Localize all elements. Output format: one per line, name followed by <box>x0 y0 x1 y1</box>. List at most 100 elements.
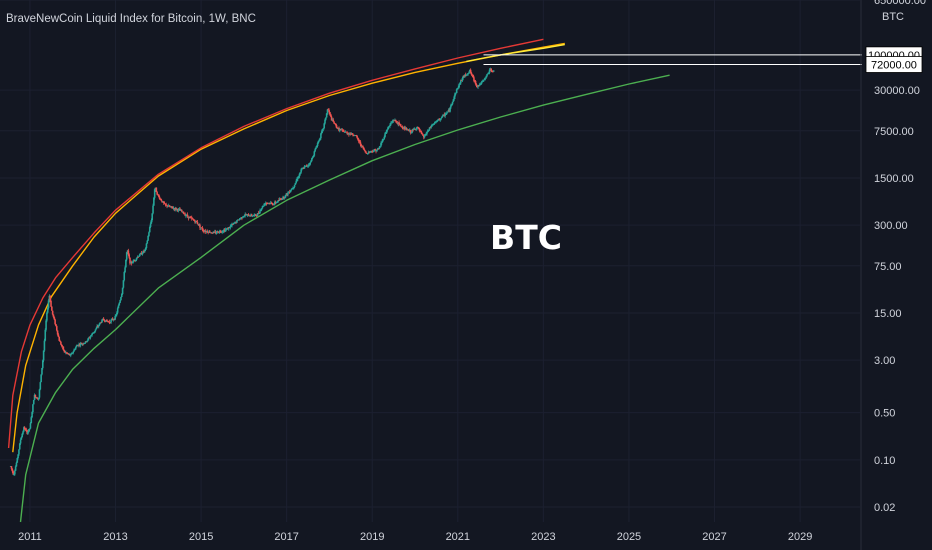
y-tick-label: 1500.00 <box>874 173 914 185</box>
candle-body <box>348 133 351 135</box>
candle-body <box>136 256 139 259</box>
candle-body <box>412 129 414 131</box>
candle-body <box>381 139 384 143</box>
candle-body <box>176 208 178 210</box>
candle-body <box>343 130 345 133</box>
y-tick-label: 0.02 <box>874 502 895 514</box>
x-tick-label: 2027 <box>702 531 726 543</box>
candle-body <box>10 466 13 469</box>
candle-body <box>70 353 73 355</box>
candle-body <box>45 320 47 330</box>
candle-body <box>119 300 121 303</box>
candle-body <box>370 150 372 152</box>
candle-body <box>403 127 405 129</box>
candle-body <box>64 351 66 353</box>
candle-body <box>225 229 228 230</box>
candle-body <box>288 191 290 193</box>
candle-body <box>228 227 231 228</box>
candle-body <box>229 225 232 228</box>
candle-body <box>378 147 381 150</box>
candle-body <box>118 302 121 306</box>
candle-body <box>32 399 35 405</box>
candle-body <box>371 151 374 153</box>
candle-body <box>345 131 348 133</box>
candle-body <box>185 214 188 216</box>
candle-body <box>95 327 98 330</box>
candle-body <box>245 214 247 216</box>
candle-body <box>217 231 219 233</box>
candle-body <box>214 231 217 234</box>
candle-body <box>476 85 479 88</box>
candle-body <box>333 121 335 124</box>
candle-body <box>318 139 321 141</box>
candle-body <box>457 87 460 89</box>
candle-body <box>243 215 246 217</box>
candle-body <box>349 133 352 135</box>
candle-body <box>301 168 304 169</box>
time-axis[interactable]: 2011 2013 2015 2017 2019 2021 2023 2025 2027 2029 <box>18 531 812 543</box>
candle-body <box>260 209 262 211</box>
candle-body <box>291 188 293 190</box>
candle-body <box>446 111 449 113</box>
candle-body <box>440 118 442 120</box>
candle-body <box>79 343 82 346</box>
candle-body <box>324 119 326 124</box>
candle-body <box>469 69 471 73</box>
candle-body <box>406 129 409 131</box>
candle-body <box>44 329 47 341</box>
candle-body <box>102 318 104 320</box>
candle-body <box>73 349 75 352</box>
candle-body <box>159 199 162 200</box>
candle-body <box>235 221 237 223</box>
candle-body <box>464 74 466 77</box>
candle-body <box>366 153 368 154</box>
candle-body <box>433 123 436 125</box>
candle-body <box>189 216 191 218</box>
candle-body <box>48 295 51 301</box>
candle-body <box>92 332 94 334</box>
x-tick-label: 2021 <box>446 531 470 543</box>
candle-body <box>173 208 176 210</box>
candle-body <box>485 75 488 78</box>
candle-body <box>347 133 349 135</box>
candle-body <box>19 439 22 444</box>
candle-body <box>348 133 350 135</box>
candle-body <box>338 127 340 131</box>
candle-body <box>327 109 330 111</box>
candle-body <box>309 162 311 165</box>
candle-body <box>353 135 355 136</box>
candle-body <box>337 127 339 129</box>
candle-body <box>202 230 205 232</box>
candle-body <box>384 133 386 137</box>
candle-body <box>188 216 191 219</box>
candle-body <box>94 329 97 332</box>
candle-body <box>117 305 120 309</box>
candle-body <box>207 232 209 234</box>
candle-body <box>466 73 469 75</box>
candle-body <box>336 127 339 129</box>
candle-body <box>85 341 88 343</box>
candle-body <box>179 208 181 211</box>
price-axis[interactable]: BTC 650000.00 30000.00 7500.00 1500.00 300.0… <box>874 0 926 514</box>
candle-body <box>195 220 198 223</box>
candle-body <box>342 129 344 131</box>
candle-body <box>317 140 320 144</box>
candle-body <box>164 203 167 205</box>
candle-body <box>33 394 36 400</box>
candle-body <box>409 130 412 133</box>
candle-body <box>240 217 242 219</box>
candle-body <box>490 68 493 72</box>
candle-body <box>330 116 333 121</box>
candle-body <box>221 231 223 233</box>
candle-body <box>439 119 442 121</box>
candle-body <box>186 214 189 217</box>
candle-body <box>74 347 77 350</box>
candle-body <box>81 343 84 345</box>
candle-body <box>444 114 446 117</box>
candle-body <box>298 173 301 177</box>
candle-body <box>89 336 92 338</box>
candle-body <box>459 83 461 85</box>
level-price-box[interactable] <box>865 56 923 73</box>
